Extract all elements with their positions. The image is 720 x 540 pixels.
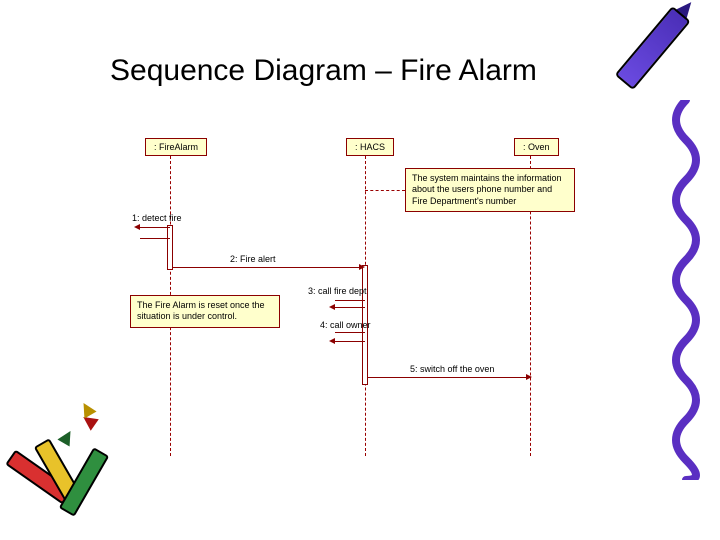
actor-label: : HACS: [355, 142, 385, 152]
arrow-line: [173, 267, 359, 268]
arrow-head: [359, 264, 365, 270]
arrow-line: [140, 238, 170, 239]
arrow-line: [335, 332, 365, 333]
actor-oven: : Oven: [514, 138, 559, 156]
actor-hacs: : HACS: [346, 138, 394, 156]
arrow-head: [134, 224, 140, 230]
msg-call-owner: 4: call owner: [320, 320, 371, 330]
note-connector: [365, 190, 405, 191]
sequence-diagram: : FireAlarm : HACS : Oven The system mai…: [120, 130, 620, 470]
actor-label: : Oven: [523, 142, 550, 152]
arrow-line: [335, 341, 365, 342]
note-system-info: The system maintains the information abo…: [405, 168, 575, 212]
arrow-head: [526, 374, 532, 380]
note-reset: The Fire Alarm is reset once the situati…: [130, 295, 280, 328]
actor-fire-alarm: : FireAlarm: [145, 138, 207, 156]
msg-detect-fire: 1: detect fire: [132, 213, 182, 223]
msg-fire-alert: 2: Fire alert: [230, 254, 276, 264]
note-text: The Fire Alarm is reset once the situati…: [137, 300, 265, 321]
arrow-line: [140, 227, 170, 228]
activation-fire-alarm: [167, 225, 173, 270]
squiggle-decor: [666, 100, 706, 480]
arrow-line: [335, 307, 365, 308]
msg-switch-off-oven: 5: switch off the oven: [410, 364, 494, 374]
actor-label: : FireAlarm: [154, 142, 198, 152]
page-title: Sequence Diagram – Fire Alarm: [110, 54, 537, 88]
arrow-line: [368, 377, 526, 378]
arrow-line: [335, 300, 365, 301]
note-text: The system maintains the information abo…: [412, 173, 562, 206]
msg-call-fire-dept: 3: call fire dept: [308, 286, 367, 296]
